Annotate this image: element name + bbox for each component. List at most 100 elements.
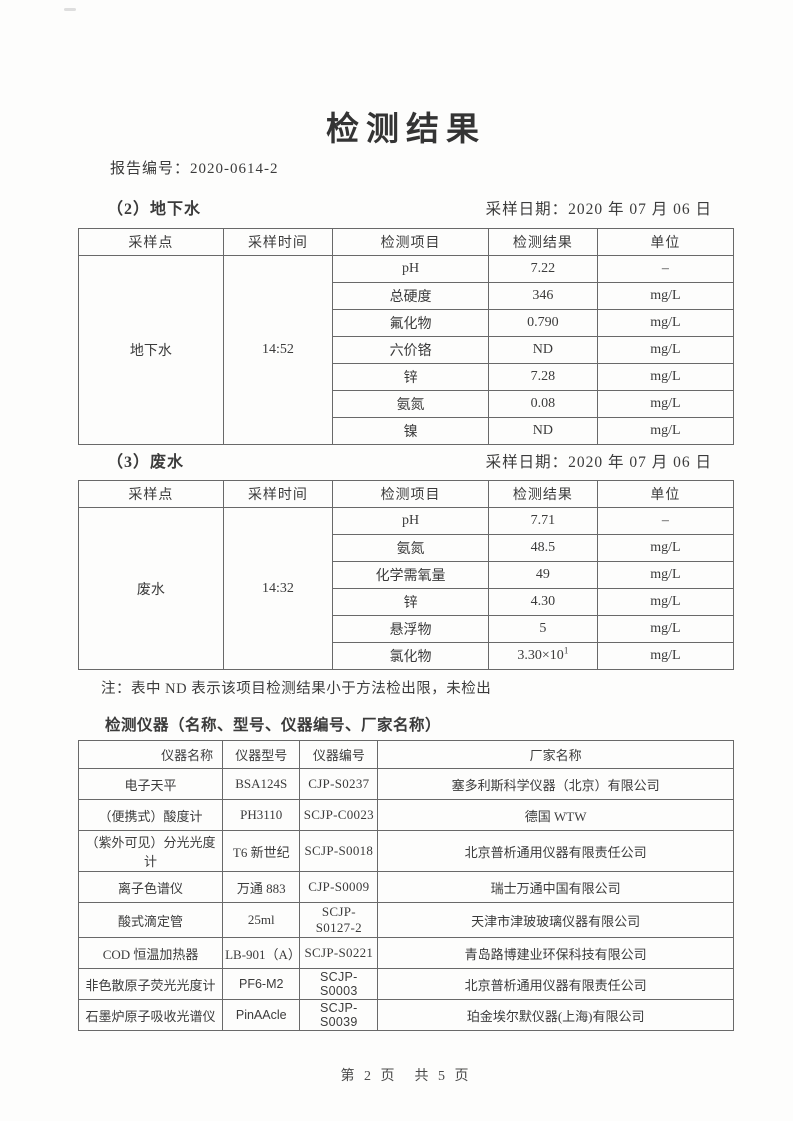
report-number-value: 2020-0614-2: [190, 161, 279, 178]
unit-cell: mg/L: [596, 615, 735, 644]
item-cell: 锌: [332, 363, 489, 392]
manufacturer-cell: 德国 WTW: [377, 799, 734, 832]
report-content: 检测结果 报告编号：2020-0614-2 （2）地下水 采样日期：2020 年…: [77, 0, 735, 1085]
item-cell: 氨氮: [332, 390, 489, 419]
item-cell: 氟化物: [332, 309, 489, 338]
instrument-name-cell: 电子天平: [77, 768, 224, 801]
manufacturer-cell: 北京普析通用仪器有限责任公司: [377, 968, 734, 1001]
table-row: 酸式滴定管 25ml SCJP-S0127-2 天津市津玻玻璃仪器有限公司: [77, 902, 734, 939]
groundwater-section-row: （2）地下水 采样日期：2020 年 07 月 06 日: [78, 195, 734, 219]
result-value: 3.30×10: [517, 648, 564, 664]
instrument-name-cell: 非色散原子荧光光度计: [77, 968, 224, 1001]
header-test-item: 检测项目: [332, 480, 489, 509]
item-cell: pH: [332, 255, 489, 284]
instrument-name-cell: （便携式）酸度计: [77, 799, 224, 832]
sample-date-value: 2020 年 07 月 06 日: [568, 201, 712, 219]
instrument-model-cell: PinAAcle: [222, 999, 301, 1032]
result-cell: 3.30×101: [488, 642, 598, 671]
instrument-serial-cell: SCJP-C0023: [299, 799, 379, 832]
unit-cell: –: [596, 507, 735, 536]
header-manufacturer: 厂家名称: [377, 740, 734, 770]
item-cell: 六价铬: [332, 336, 489, 365]
table-row: 悬浮物 5 mg/L: [79, 615, 735, 644]
table-row: 离子色谱仪 万通 883 CJP-S0009 瑞士万通中国有限公司: [77, 871, 734, 904]
instrument-serial-cell: SCJP-S0039: [299, 999, 379, 1032]
groundwater-table: 采样点 采样时间 检测项目 检测结果 单位 地下水 14:52 pH 7.22 …: [78, 228, 735, 446]
result-cell: ND: [488, 417, 598, 446]
groundwater-sample-date: 采样日期：2020 年 07 月 06 日: [486, 197, 712, 219]
table-row: COD 恒温加热器 LB-901（A） SCJP-S0221 青岛路博建业环保科…: [77, 937, 734, 970]
instruments-heading: 检测仪器（名称、型号、仪器编号、厂家名称）: [105, 717, 442, 735]
table-row: 锌 4.30 mg/L: [79, 588, 735, 617]
result-cell: 5: [488, 615, 598, 644]
table-header-row: 仪器名称 仪器型号 仪器编号 厂家名称: [77, 740, 734, 770]
wastewater-sample-date: 采样日期：2020 年 07 月 06 日: [486, 450, 712, 472]
table-row: 六价铬 ND mg/L: [79, 336, 735, 365]
item-cell: 氯化物: [332, 642, 489, 671]
table-row: 非色散原子荧光光度计 PF6-M2 SCJP-S0003 北京普析通用仪器有限责…: [77, 968, 734, 1001]
report-number-line: 报告编号：2020-0614-2: [78, 157, 734, 178]
instrument-serial-cell: CJP-S0237: [299, 768, 379, 801]
unit-cell: mg/L: [596, 309, 735, 338]
nd-note: 注：表中 ND 表示该项目检测结果小于方法检出限，未检出: [101, 681, 492, 698]
result-cell: 48.5: [488, 534, 598, 563]
result-cell: 7.22: [488, 255, 598, 284]
wastewater-table: 采样点 采样时间 检测项目 检测结果 单位 废水 14:32 pH 7.71 –…: [78, 480, 735, 671]
unit-cell: mg/L: [596, 282, 735, 311]
instrument-model-cell: PH3110: [222, 799, 301, 832]
instrument-model-cell: T6 新世纪: [222, 830, 301, 873]
header-sample-time: 采样时间: [222, 480, 334, 509]
result-cell: ND: [488, 336, 598, 365]
instruments-table: 仪器名称 仪器型号 仪器编号 厂家名称 电子天平 BSA124S CJP-S02…: [77, 740, 734, 1032]
table-header-row: 采样点 采样时间 检测项目 检测结果 单位: [78, 228, 735, 257]
item-cell: 镍: [332, 417, 489, 446]
unit-cell: mg/L: [596, 363, 735, 392]
unit-cell: mg/L: [596, 642, 735, 671]
groundwater-section-heading: （2）地下水: [107, 201, 202, 219]
header-instrument-serial: 仪器编号: [299, 740, 379, 770]
result-cell: 7.71: [488, 507, 598, 536]
instrument-name-cell: COD 恒温加热器: [77, 937, 224, 970]
table-header-row: 采样点 采样时间 检测项目 检测结果 单位: [78, 480, 735, 509]
item-cell: 锌: [332, 588, 489, 617]
table-row: 石墨炉原子吸收光谱仪 PinAAcle SCJP-S0039 珀金埃尔默仪器(上…: [77, 999, 734, 1032]
header-sample-point: 采样点: [78, 228, 224, 257]
table-row: （紫外可见）分光光度计 T6 新世纪 SCJP-S0018 北京普析通用仪器有限…: [77, 830, 734, 873]
sample-point-cell: 地下水: [78, 255, 224, 446]
unit-cell: mg/L: [596, 417, 735, 446]
instrument-model-cell: PF6-M2: [222, 968, 301, 1001]
instrument-model-cell: BSA124S: [222, 768, 301, 801]
wastewater-section-heading: （3）废水: [107, 454, 185, 472]
result-cell: 4.30: [488, 588, 598, 617]
manufacturer-cell: 天津市津玻玻璃仪器有限公司: [377, 902, 734, 939]
instrument-name-cell: 石墨炉原子吸收光谱仪: [77, 999, 224, 1032]
manufacturer-cell: 塞多利斯科学仪器（北京）有限公司: [377, 768, 734, 801]
result-cell: 346: [488, 282, 598, 311]
sample-date-label: 采样日期：: [485, 454, 569, 472]
table-row: 镍 ND mg/L: [79, 417, 735, 446]
instrument-serial-cell: CJP-S0009: [299, 871, 379, 904]
instrument-serial-cell: SCJP-S0127-2: [299, 902, 379, 939]
instrument-name-cell: （紫外可见）分光光度计: [77, 830, 224, 873]
table-row: （便携式）酸度计 PH3110 SCJP-C0023 德国 WTW: [77, 799, 734, 832]
unit-cell: mg/L: [596, 336, 735, 365]
header-unit: 单位: [596, 228, 735, 257]
table-row: 氨氮 48.5 mg/L: [79, 534, 735, 563]
table-row: 氟化物 0.790 mg/L: [79, 309, 735, 338]
unit-cell: –: [596, 255, 735, 284]
item-cell: 总硬度: [332, 282, 489, 311]
instrument-serial-cell: SCJP-S0221: [299, 937, 379, 970]
header-instrument-name: 仪器名称: [77, 740, 224, 770]
page-number: 第 2 页 共 5 页: [340, 1069, 472, 1085]
header-unit: 单位: [596, 480, 735, 509]
table-row: 总硬度 346 mg/L: [79, 282, 735, 311]
table-row: 电子天平 BSA124S CJP-S0237 塞多利斯科学仪器（北京）有限公司: [77, 768, 734, 801]
item-cell: 悬浮物: [332, 615, 489, 644]
instrument-name-cell: 酸式滴定管: [77, 902, 224, 939]
result-cell: 7.28: [488, 363, 598, 392]
unit-cell: mg/L: [596, 561, 735, 590]
item-cell: pH: [332, 507, 489, 536]
unit-cell: mg/L: [596, 588, 735, 617]
instrument-serial-cell: SCJP-S0018: [299, 830, 379, 873]
header-sample-time: 采样时间: [222, 228, 334, 257]
